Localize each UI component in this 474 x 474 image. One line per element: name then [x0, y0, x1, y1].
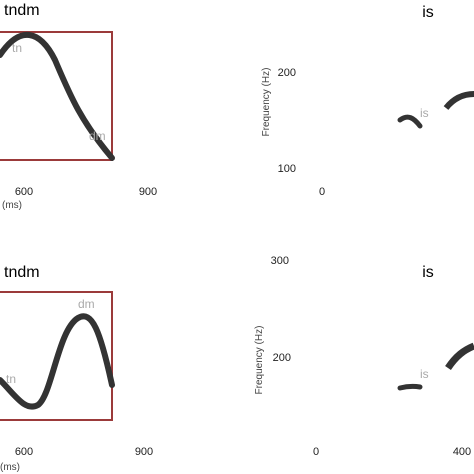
panel-title: is	[422, 264, 434, 281]
segment-label: dm	[78, 297, 95, 311]
pitch-contour	[397, 114, 423, 129]
highlight-box	[0, 291, 113, 421]
segment-label: is	[420, 367, 429, 381]
segment-label: is	[420, 106, 429, 120]
x-tick-label: 600	[15, 446, 33, 458]
x-axis-label: (ms)	[0, 462, 20, 473]
pitch-contour	[0, 32, 115, 161]
y-tick-label: 200	[273, 352, 291, 364]
highlight-box	[0, 31, 113, 161]
pitch-contour	[397, 383, 423, 391]
pitch-contour	[445, 342, 474, 370]
panel-title: tndm	[4, 2, 40, 19]
segment-label: tn	[12, 41, 22, 55]
y-axis-label: Frequency (Hz)	[261, 68, 272, 137]
y-tick-label: 300	[271, 255, 289, 267]
segment-label: tn	[6, 372, 16, 386]
y-axis-label: Frequency (Hz)	[254, 326, 265, 395]
x-axis-label: (ms)	[2, 200, 22, 211]
x-tick-label: 0	[313, 446, 319, 458]
x-tick-label: 600	[15, 186, 33, 198]
x-tick-label: 400	[453, 446, 471, 458]
x-tick-label: 900	[135, 446, 153, 458]
y-tick-label: 100	[278, 163, 296, 175]
pitch-contour	[0, 313, 115, 410]
panel-title: tndm	[4, 264, 40, 281]
pitch-contour	[443, 91, 474, 110]
panel-title: is	[422, 4, 434, 21]
x-tick-label: 0	[319, 186, 325, 198]
y-tick-label: 200	[278, 67, 296, 79]
segment-label: dm	[89, 129, 106, 143]
x-tick-label: 900	[139, 186, 157, 198]
